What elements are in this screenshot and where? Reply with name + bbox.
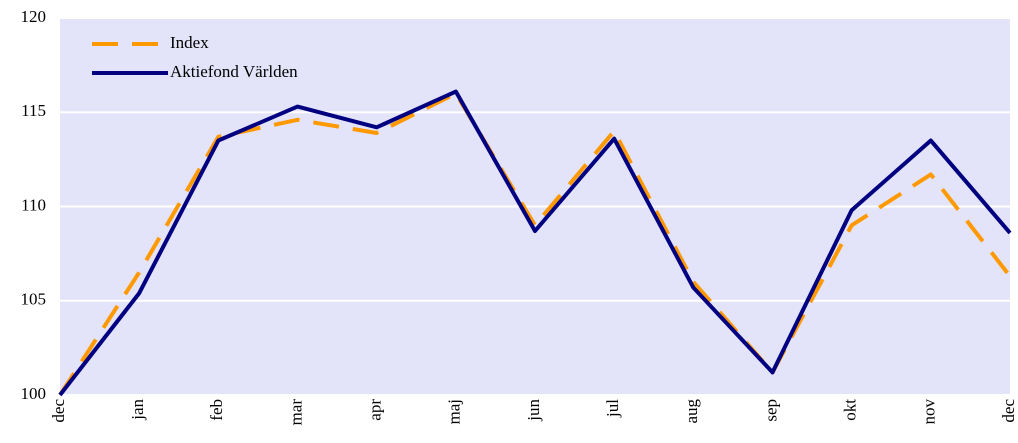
x-tick-label: maj — [445, 399, 464, 425]
legend-label: Aktiefond Världen — [170, 62, 298, 81]
x-tick-label: jul — [603, 399, 622, 418]
x-tick-label: jan — [128, 399, 147, 421]
series-line — [58, 89, 1012, 397]
y-tick-label: 120 — [21, 7, 47, 26]
x-tick-label: apr — [366, 399, 385, 421]
y-tick-label: 105 — [21, 290, 47, 309]
x-tick-label: sep — [761, 399, 780, 422]
x-tick-label: dec — [999, 399, 1018, 423]
x-tick-label: feb — [207, 399, 226, 421]
legend-label: Index — [170, 33, 209, 52]
y-tick-label: 115 — [21, 101, 46, 120]
x-tick-label: aug — [682, 399, 701, 424]
y-tick-label: 110 — [21, 195, 46, 214]
x-tick-label: nov — [920, 399, 939, 425]
x-tick-label: dec — [49, 399, 68, 423]
x-tick-label: okt — [841, 399, 860, 421]
x-tick-label: jun — [524, 399, 543, 422]
y-tick-label: 100 — [21, 384, 47, 403]
series-line — [58, 91, 1012, 397]
x-tick-label: mar — [286, 399, 305, 426]
